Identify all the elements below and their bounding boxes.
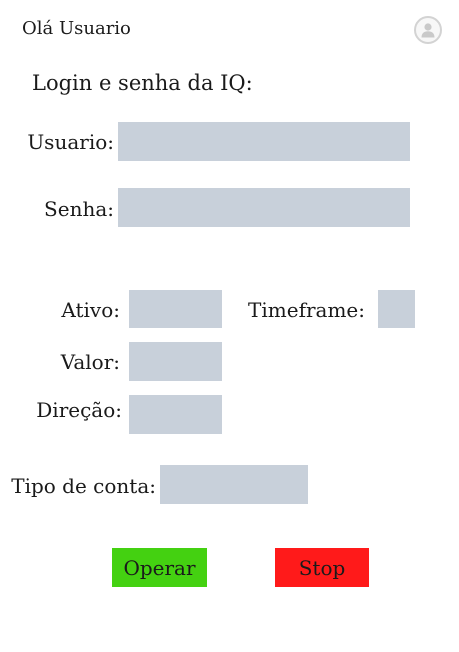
login-section-title: Login e senha da IQ: [32,71,253,95]
username-input[interactable] [118,122,410,161]
greeting: Olá Usuario [22,18,131,39]
timeframe-label: Timeframe: [248,298,365,322]
password-label: Senha: [44,197,114,221]
account-type-label: Tipo de conta: [11,474,156,498]
user-silhouette-icon [421,23,435,38]
password-input[interactable] [118,188,410,227]
direction-input[interactable] [129,395,222,434]
operate-button[interactable]: Operar [112,548,207,587]
account-type-input[interactable] [160,465,308,504]
timeframe-input[interactable] [378,290,415,328]
stop-button[interactable]: Stop [275,548,369,587]
user-avatar-icon[interactable] [414,16,442,44]
asset-label: Ativo: [61,298,120,322]
amount-label: Valor: [60,350,120,374]
username-label: Usuario: [27,130,114,154]
direction-label: Direção: [36,398,122,422]
asset-input[interactable] [129,290,222,328]
amount-input[interactable] [129,342,222,381]
